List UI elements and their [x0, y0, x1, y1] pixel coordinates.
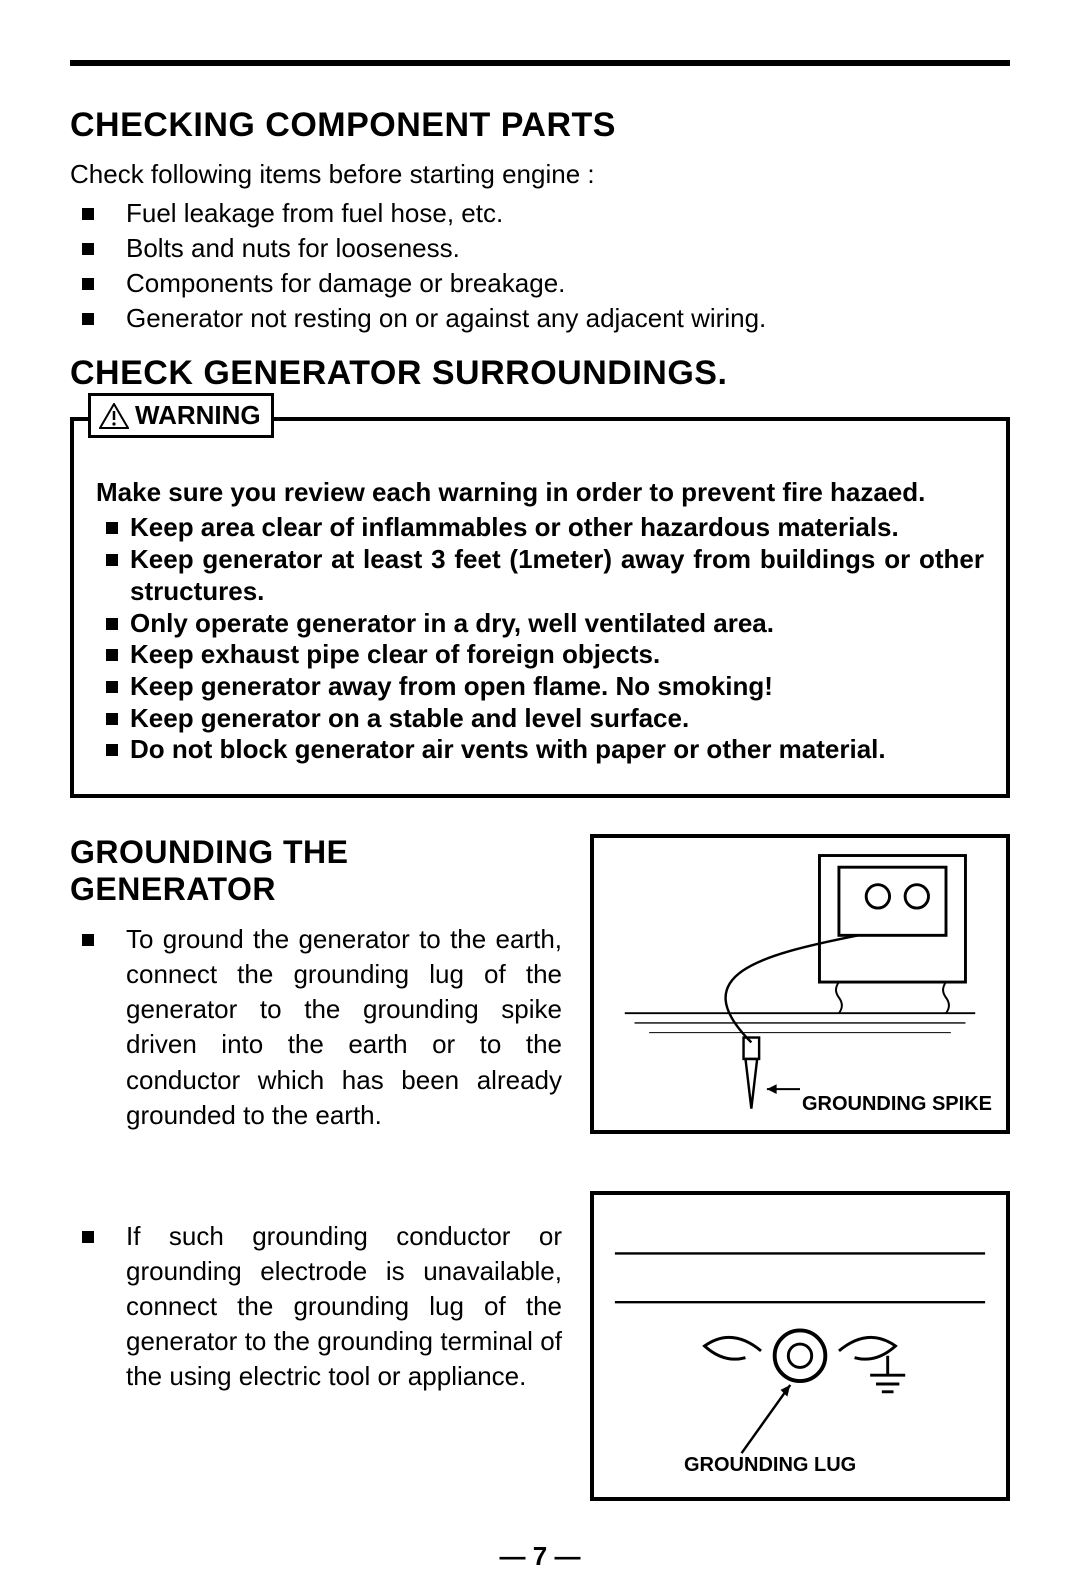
figure-grounding-lug: GROUNDING LUG [590, 1191, 1010, 1501]
list-item: Components for damage or breakage. [106, 266, 1010, 301]
figure-caption: GROUNDING LUG [684, 1454, 856, 1477]
top-rule [70, 60, 1010, 66]
list-item: Generator not resting on or against any … [106, 301, 1010, 336]
grounding-list-1: To ground the generator to the earth, co… [70, 922, 562, 1133]
list-item: If such grounding conductor or ground­in… [106, 1219, 562, 1394]
warning-intro: Make sure you review each warning in ord… [96, 477, 984, 508]
heading-grounding: GROUNDING THE GENERATOR [70, 834, 562, 908]
list-item: Keep generator at least 3 feet (1meter) … [106, 544, 984, 607]
figure-caption: GROUNDING SPIKE [802, 1093, 992, 1116]
grounding-row-2: If such grounding conductor or ground­in… [70, 1191, 1010, 1501]
figure-grounding-spike: GROUNDING SPIKE [590, 834, 1010, 1134]
warning-section: WARNING Make sure you review each warnin… [70, 417, 1010, 798]
list-item: Bolts and nuts for looseness. [106, 231, 1010, 266]
page-number: — 7 — [70, 1541, 1010, 1572]
list-item: Keep generator on a stable and level sur… [106, 703, 984, 735]
grounding-list-2: If such grounding conductor or ground­in… [70, 1219, 562, 1394]
grounding-row-1: GROUNDING THE GENERATOR To ground the ge… [70, 834, 1010, 1151]
list-item: Keep exhaust pipe clear of foreign objec… [106, 639, 984, 671]
heading-checking-parts: CHECKING COMPONENT PARTS [70, 106, 1010, 145]
list-item: Only operate generator in a dry, well ve… [106, 608, 984, 640]
grounding-text-1: GROUNDING THE GENERATOR To ground the ge… [70, 834, 562, 1151]
intro-text: Check following items before starting en… [70, 159, 1010, 190]
list-item: To ground the generator to the earth, co… [106, 922, 562, 1133]
heading-check-surroundings: CHECK GENERATOR SURROUNDINGS. [70, 354, 1010, 393]
warning-list: Keep area clear of inflammables or other… [96, 512, 984, 766]
check-items-list: Fuel leakage from fuel hose, etc. Bolts … [70, 196, 1010, 336]
warning-triangle-icon [99, 403, 129, 429]
grounding-spike-illustration [594, 838, 1006, 1130]
list-item: Fuel leakage from fuel hose, etc. [106, 196, 1010, 231]
grounding-text-2: If such grounding conductor or ground­in… [70, 1191, 562, 1412]
list-item: Keep area clear of inflammables or other… [106, 512, 984, 544]
warning-label: WARNING [135, 400, 261, 431]
warning-box: Make sure you review each warning in ord… [70, 417, 1010, 798]
list-item: Keep generator away from open flame. No … [106, 671, 984, 703]
grounding-lug-illustration [594, 1195, 1006, 1497]
list-item: Do not block generator air vents with pa… [106, 734, 984, 766]
warning-tab: WARNING [88, 393, 274, 438]
